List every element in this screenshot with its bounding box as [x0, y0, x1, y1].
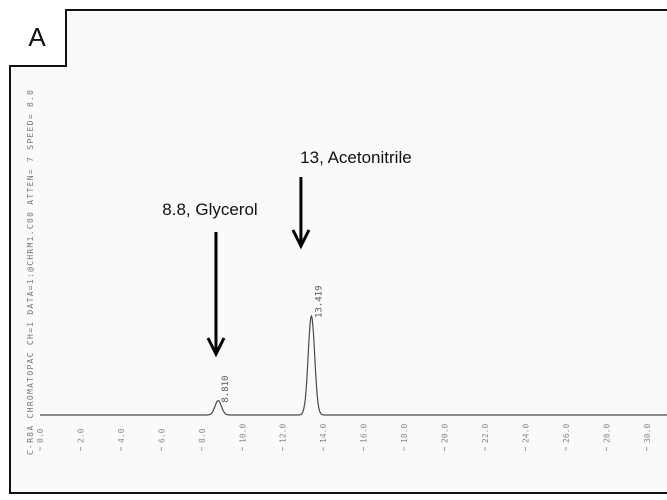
x-tick-label: 28.0: [602, 424, 611, 443]
instrument-header: C-R8A CHROMATOPAC CH=1 DATA=1:@CHRM1.C00…: [26, 90, 35, 455]
x-tick-label: 14.0: [319, 424, 328, 443]
chart-frame: [9, 9, 667, 494]
x-tick-label: 12.0: [279, 424, 288, 443]
x-tick-label: 8.0: [198, 428, 207, 443]
x-tick-label: 4.0: [117, 428, 126, 443]
annotation-label: 13, Acetonitrile: [300, 148, 412, 167]
peak-retention-label: 8.810: [221, 376, 231, 403]
x-tick-label: 30.0: [643, 424, 652, 443]
x-tick-label: 6.0: [157, 428, 166, 443]
x-tick-label: 10.0: [238, 424, 247, 443]
annotation-arrowhead: [291, 229, 311, 250]
instrument-header-text: C-R8A CHROMATOPAC CH=1 DATA=1:@CHRM1.C00…: [26, 90, 35, 455]
x-tick-label: 22.0: [481, 424, 490, 443]
x-tick-label: 26.0: [562, 424, 571, 443]
x-tick-label: 20.0: [441, 424, 450, 443]
x-tick-label: 2.0: [76, 428, 85, 443]
peak-retention-label: 13.419: [314, 285, 324, 318]
peak-labels: 8.810 13.419: [221, 285, 324, 402]
panel-label: A: [9, 9, 67, 67]
peak-annotations: 8.8, Glycerol 13, Acetonitrile: [162, 148, 412, 358]
x-tick-label: 0.0: [36, 428, 45, 443]
x-tick-label: 16.0: [360, 424, 369, 443]
x-tick-label: 18.0: [400, 424, 409, 443]
x-axis-ticks: 0.0 2.0 4.0 6.0 8.0 10.0 12.0 14.0 16.0 18.0 20.0 2…: [36, 424, 652, 451]
annotation-arrowhead: [206, 337, 226, 358]
chromatogram-trace: [40, 314, 667, 416]
annotation-label: 8.8, Glycerol: [162, 200, 257, 219]
x-tick-label: 24.0: [521, 424, 530, 443]
